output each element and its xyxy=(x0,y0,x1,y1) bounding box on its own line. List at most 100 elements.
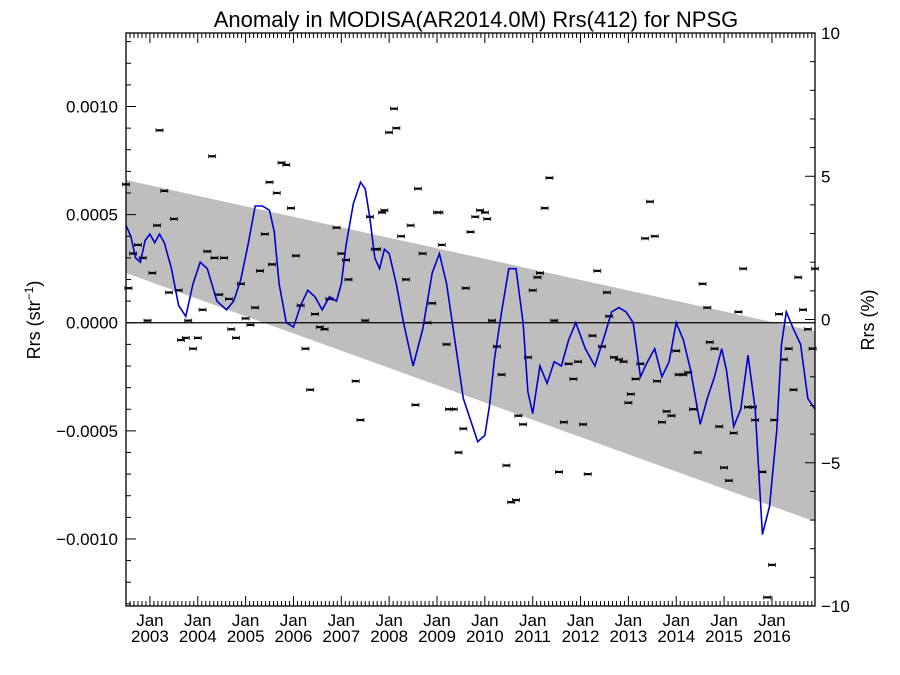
data-point xyxy=(715,424,724,429)
data-point xyxy=(514,413,523,418)
data-point xyxy=(550,318,559,323)
data-point xyxy=(155,128,164,133)
data-point xyxy=(260,232,269,237)
data-point xyxy=(220,255,228,260)
data-point xyxy=(442,342,451,347)
x-tick-month-label: Jan xyxy=(663,611,690,630)
x-tick-month-label: Jan xyxy=(375,611,402,630)
data-point xyxy=(418,251,427,256)
x-tick-year-label: 2006 xyxy=(275,627,313,646)
data-point xyxy=(459,426,468,431)
data-point xyxy=(406,223,415,228)
data-point xyxy=(703,305,712,310)
axis-ticks-layer xyxy=(125,32,815,607)
x-tick-year-label: 2013 xyxy=(609,627,647,646)
data-point xyxy=(555,469,563,474)
data-point xyxy=(380,208,389,213)
data-point xyxy=(160,188,169,193)
smooth-line-layer xyxy=(125,180,816,535)
data-point xyxy=(461,286,470,291)
data-point xyxy=(729,431,738,436)
data-point xyxy=(402,277,410,282)
data-point xyxy=(437,242,446,247)
data-point xyxy=(265,180,274,185)
y-right-tick-label: 10 xyxy=(821,24,840,43)
x-tick-year-label: 2005 xyxy=(227,627,265,646)
data-point xyxy=(208,154,217,159)
data-point xyxy=(540,206,549,211)
y-left-tick-label: −0.0010 xyxy=(56,530,118,549)
data-point xyxy=(734,309,743,314)
data-point xyxy=(583,472,592,477)
data-point xyxy=(148,271,157,276)
data-point xyxy=(392,126,401,131)
data-point xyxy=(598,344,606,349)
data-point xyxy=(471,214,480,219)
data-point xyxy=(602,290,611,295)
trend-band-layer xyxy=(126,180,815,522)
data-point xyxy=(268,262,276,267)
data-point xyxy=(332,225,341,230)
x-tick-year-label: 2009 xyxy=(418,627,456,646)
x-tick-month-label: Jan xyxy=(184,611,211,630)
data-point xyxy=(739,266,748,271)
x-tick-year-label: 2015 xyxy=(705,627,743,646)
data-point xyxy=(794,275,803,280)
data-point xyxy=(143,318,152,323)
data-point xyxy=(435,210,444,215)
y-left-tick-label: −0.0005 xyxy=(56,422,118,441)
data-point xyxy=(763,595,772,600)
y-right-tick-label: 5 xyxy=(821,167,830,186)
data-point xyxy=(631,376,640,381)
chart-title: Anomaly in MODISA(AR2014.0M) Rrs(412) fo… xyxy=(214,7,739,32)
y-right-tick-label: −10 xyxy=(821,597,850,616)
x-tick-year-label: 2011 xyxy=(514,627,551,646)
data-point xyxy=(559,420,568,425)
data-point xyxy=(641,236,650,241)
data-point xyxy=(579,422,587,427)
data-point xyxy=(169,216,178,221)
data-point xyxy=(181,335,190,340)
x-tick-year-label: 2012 xyxy=(562,627,600,646)
data-point xyxy=(626,392,635,397)
data-point xyxy=(282,162,291,167)
data-point xyxy=(480,210,489,215)
x-tick-month-label: Jan xyxy=(710,611,737,630)
data-point xyxy=(605,314,614,319)
y-axis-label-right: Rrs (%) xyxy=(858,290,878,351)
y-right-tick-label: 0 xyxy=(821,311,830,330)
y-axis-label-left: Rrs (str−1) xyxy=(22,281,44,360)
x-tick-year-label: 2007 xyxy=(322,627,360,646)
x-tick-year-label: 2008 xyxy=(370,627,408,646)
data-point xyxy=(246,322,255,327)
data-point xyxy=(789,387,798,392)
data-point xyxy=(533,275,542,280)
data-point xyxy=(385,130,394,135)
data-point xyxy=(646,199,654,204)
data-point xyxy=(519,422,528,427)
data-point xyxy=(356,418,365,423)
data-point xyxy=(672,348,681,353)
data-point xyxy=(306,387,315,392)
data-point xyxy=(724,478,733,483)
x-tick-month-label: Jan xyxy=(232,611,259,630)
data-point xyxy=(291,253,300,258)
data-point xyxy=(272,191,281,196)
data-point xyxy=(698,281,707,286)
data-point xyxy=(497,372,506,377)
data-point xyxy=(241,316,250,321)
data-point xyxy=(311,312,319,317)
data-point xyxy=(564,361,573,366)
data-point xyxy=(153,223,162,228)
x-tick-month-label: Jan xyxy=(758,611,785,630)
y-left-tick-label: 0.0010 xyxy=(66,98,118,117)
data-point xyxy=(535,271,544,276)
data-point xyxy=(528,288,537,293)
x-tick-month-label: Jan xyxy=(280,611,307,630)
data-point xyxy=(203,249,212,254)
x-tick-month-label: Jan xyxy=(615,611,642,630)
data-point xyxy=(657,420,666,425)
data-point xyxy=(720,465,728,470)
data-point xyxy=(256,268,264,273)
